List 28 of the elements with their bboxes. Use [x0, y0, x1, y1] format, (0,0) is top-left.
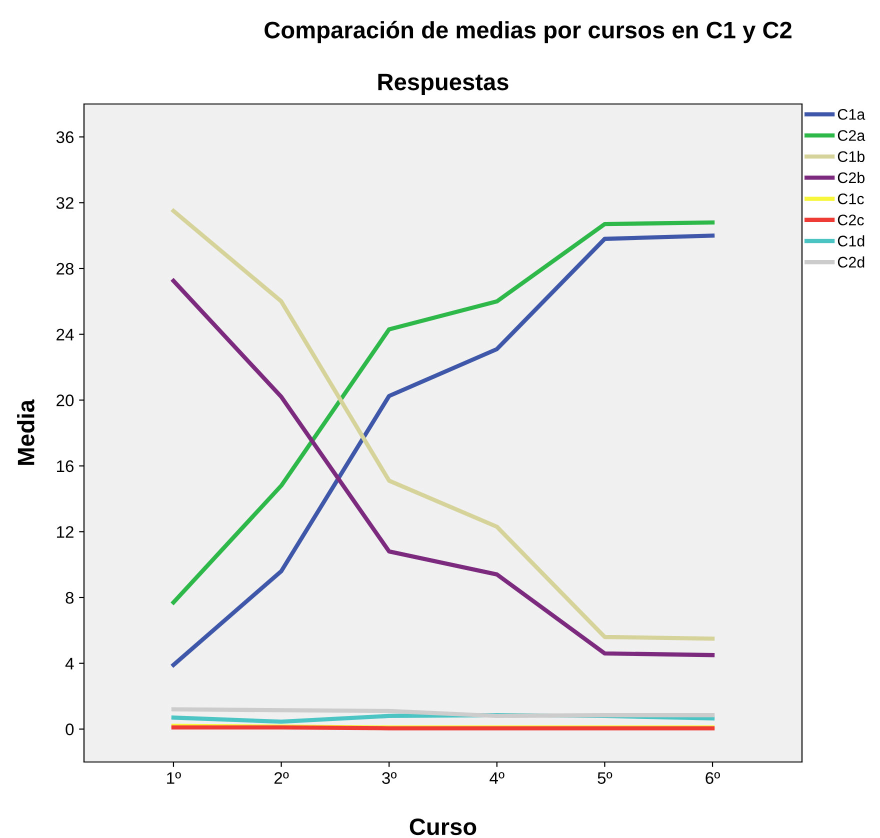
chart-title: Comparación de medias por cursos en C1 y C2: [264, 20, 792, 44]
y-tick-label: 32: [56, 197, 74, 209]
x-tick-label: 6º: [706, 772, 720, 784]
x-axis-title: Curso: [410, 818, 476, 836]
legend-label: C2b: [838, 172, 865, 184]
y-tick-label: 12: [57, 526, 74, 538]
x-tick-label: 5º: [598, 772, 612, 784]
y-axis-title: Media: [17, 399, 34, 465]
y-tick-label: 28: [56, 262, 74, 275]
chart-subtitle: Respuestas: [378, 74, 508, 96]
legend-label: C2a: [838, 130, 866, 141]
legend-label: C1d: [838, 235, 864, 247]
legend-label: C1b: [838, 150, 865, 162]
legend-label: C2d: [838, 256, 864, 268]
y-tick-label: 24: [56, 328, 74, 340]
y-tick-label: 20: [56, 394, 74, 406]
y-tick-label: 16: [57, 460, 74, 472]
y-tick-label: 8: [66, 592, 74, 604]
y-tick-label: 36: [56, 131, 74, 144]
x-tick-label: 2º: [274, 772, 289, 784]
x-tick-label: 4º: [490, 772, 504, 784]
y-tick-label: 4: [65, 658, 74, 670]
x-tick-label: 3º: [382, 772, 397, 784]
legend-label: C1c: [838, 193, 864, 204]
x-tick-label: 1º: [167, 772, 181, 784]
legend-label: C2c: [838, 214, 864, 226]
legend-label: C1a: [838, 108, 866, 120]
y-tick-label: 0: [66, 724, 74, 736]
